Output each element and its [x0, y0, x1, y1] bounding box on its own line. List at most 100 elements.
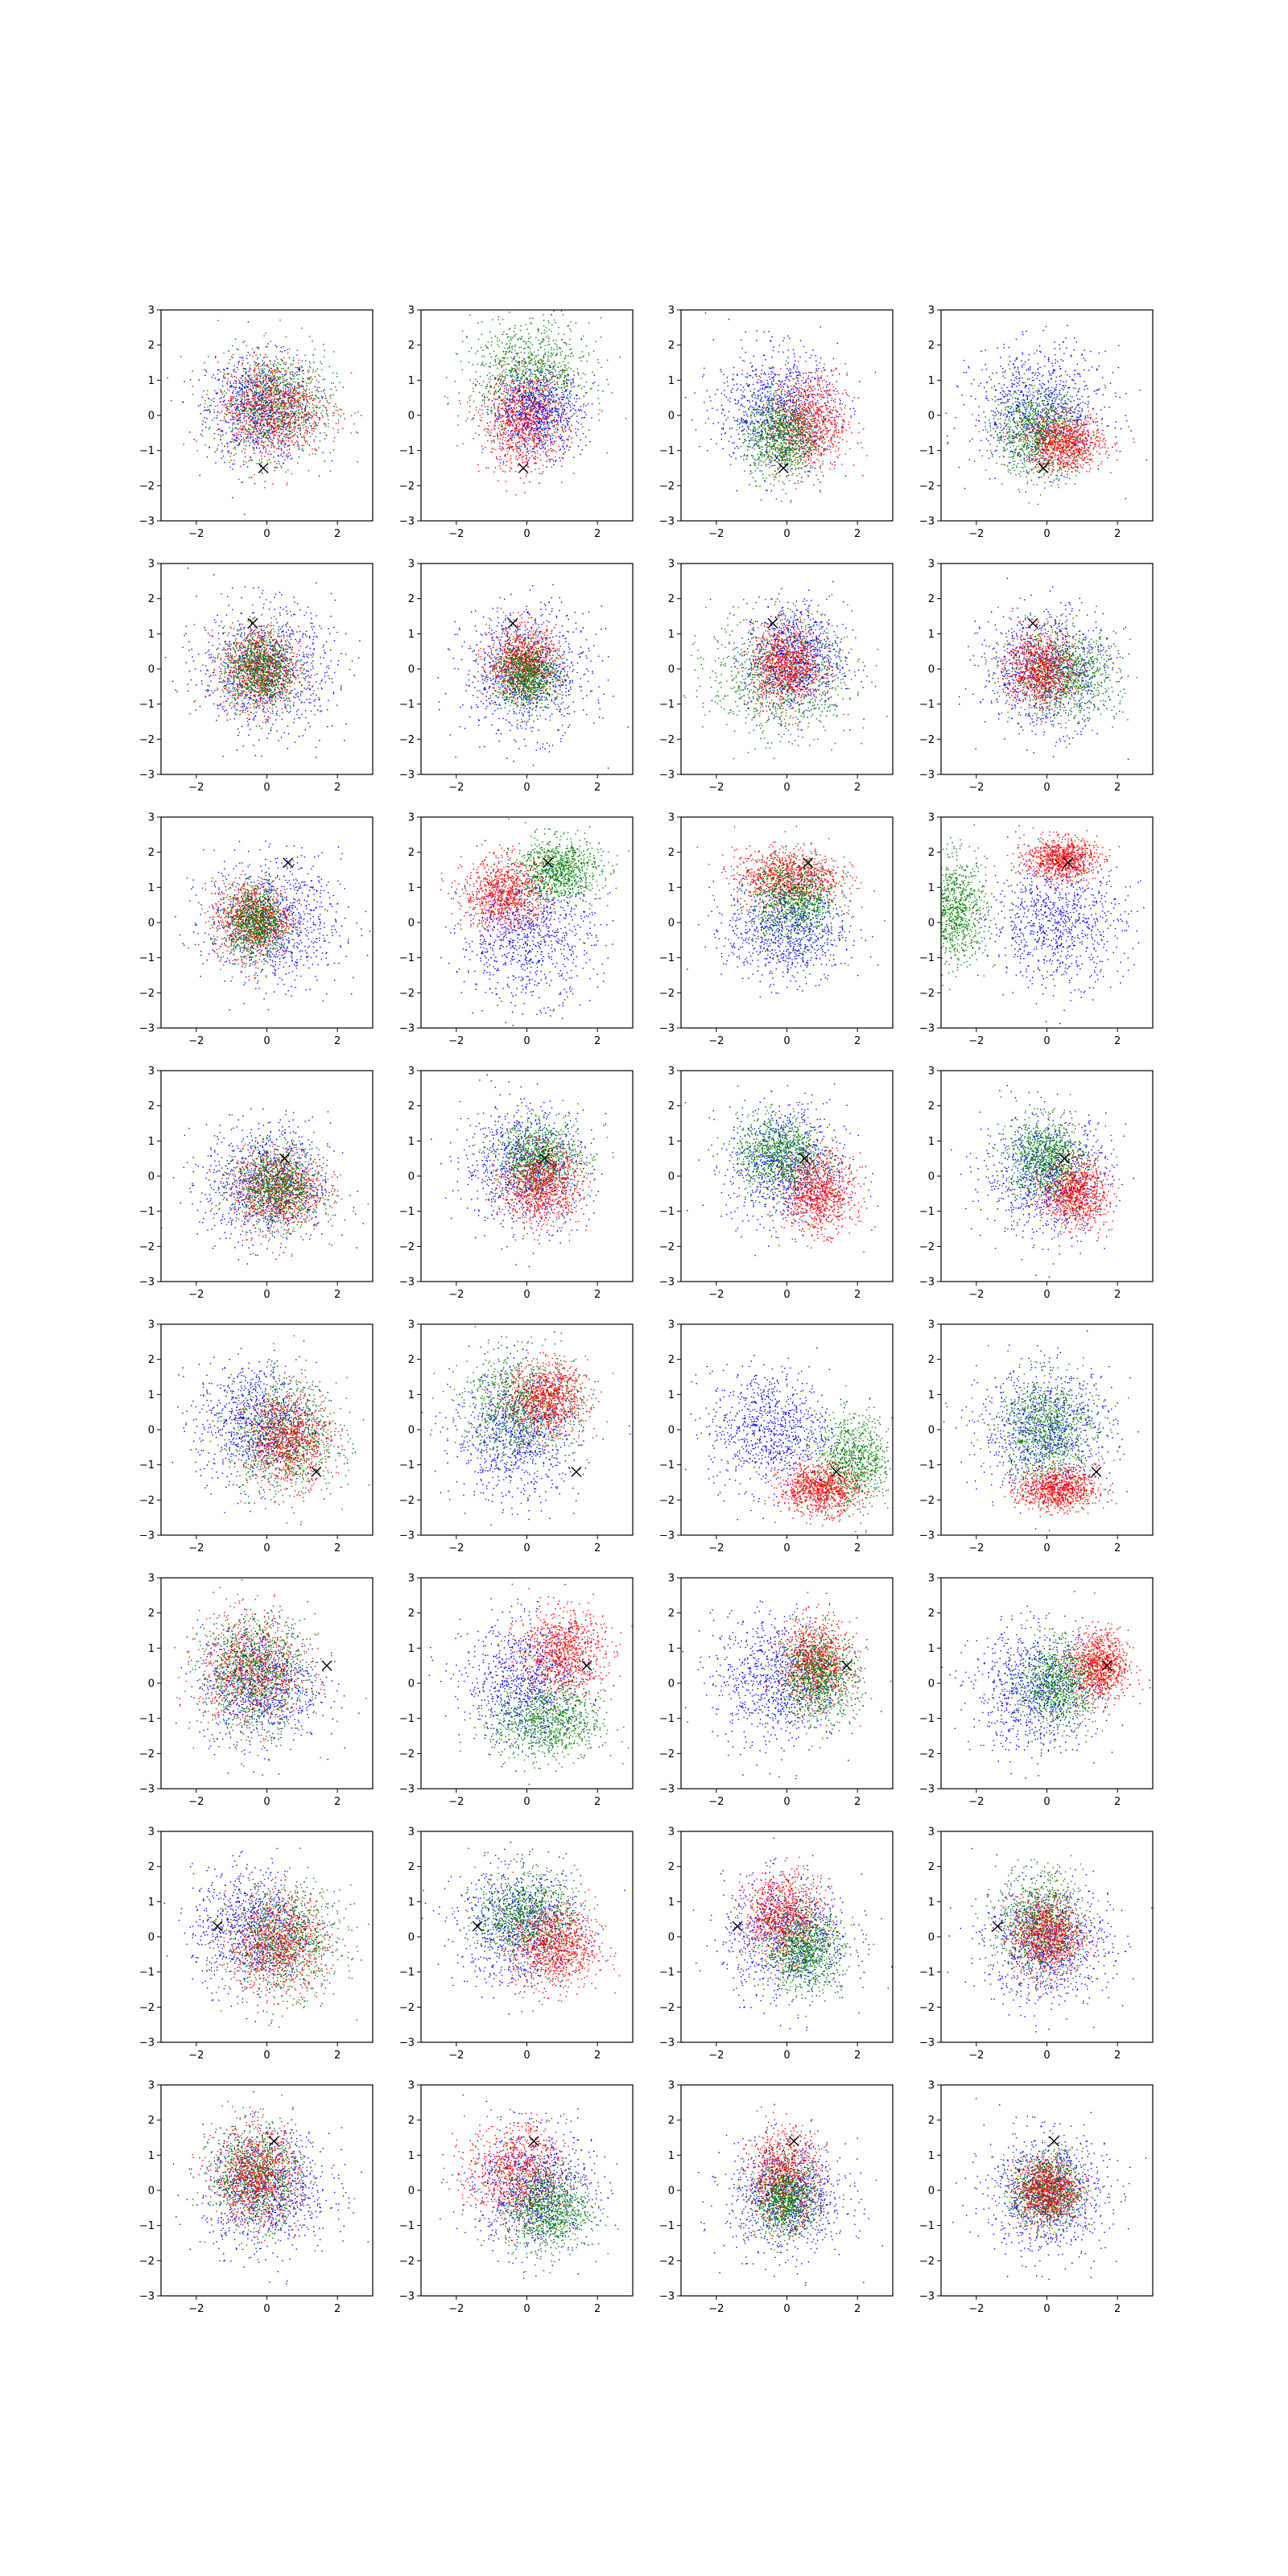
point-green: [253, 405, 254, 406]
point-green: [281, 407, 282, 408]
point-green: [525, 348, 526, 349]
point-red: [239, 420, 240, 421]
point-blue: [292, 408, 293, 409]
point-green: [527, 392, 528, 393]
point-blue: [563, 414, 564, 415]
point-green: [535, 375, 536, 376]
point-green: [549, 329, 550, 330]
point-red: [267, 423, 268, 424]
point-green: [227, 389, 228, 390]
point-red: [560, 402, 561, 403]
point-green: [583, 406, 584, 407]
point-red: [526, 417, 527, 418]
point-green: [529, 369, 530, 370]
point-red: [276, 463, 277, 464]
point-green: [278, 398, 279, 399]
point-blue: [262, 381, 263, 382]
point-blue: [535, 410, 536, 411]
point-green: [232, 345, 233, 346]
point-green: [541, 362, 542, 363]
point-green: [293, 390, 294, 391]
point-red: [557, 378, 558, 379]
point-blue: [545, 396, 546, 397]
point-blue: [225, 404, 226, 405]
point-blue: [256, 394, 257, 395]
point-green: [237, 423, 238, 424]
point-red: [268, 407, 269, 408]
point-blue: [535, 404, 536, 405]
point-red: [513, 426, 514, 427]
point-blue: [478, 425, 479, 426]
point-blue: [570, 397, 571, 398]
point-red: [539, 473, 540, 474]
point-green: [506, 352, 507, 353]
point-blue: [549, 411, 550, 412]
point-red: [299, 386, 300, 387]
point-blue: [520, 435, 521, 436]
point-blue: [261, 420, 262, 421]
point-green: [280, 359, 281, 360]
point-blue: [291, 418, 292, 419]
point-green: [281, 465, 282, 466]
point-red: [245, 434, 246, 435]
point-green: [235, 339, 236, 340]
point-green: [542, 370, 543, 371]
point-red: [301, 436, 302, 437]
point-blue: [232, 424, 233, 425]
point-blue: [244, 387, 245, 388]
point-blue: [522, 413, 523, 414]
point-red: [527, 426, 528, 427]
point-red: [519, 401, 520, 402]
point-green: [476, 410, 477, 411]
point-green: [570, 356, 571, 357]
point-green: [265, 433, 266, 434]
x-tick-label: 2: [334, 528, 341, 540]
point-red: [284, 434, 285, 435]
point-red: [244, 429, 245, 430]
point-red: [244, 427, 245, 428]
point-blue: [289, 449, 290, 450]
point-green: [485, 435, 486, 436]
point-green: [517, 372, 518, 373]
point-green: [279, 431, 280, 432]
point-green: [507, 385, 508, 386]
point-blue: [531, 424, 532, 425]
point-red: [505, 471, 506, 472]
point-red: [301, 411, 302, 412]
point-blue: [249, 431, 250, 432]
point-green: [542, 364, 543, 365]
point-green: [508, 389, 509, 390]
point-green: [581, 388, 582, 389]
point-red: [525, 373, 526, 374]
point-green: [467, 418, 468, 419]
point-red: [279, 395, 280, 396]
point-green: [337, 431, 338, 432]
point-green: [241, 389, 242, 390]
point-green: [544, 330, 545, 331]
point-blue: [214, 433, 215, 434]
point-green: [455, 381, 456, 382]
point-red: [258, 363, 259, 364]
point-red: [270, 418, 271, 419]
point-red: [287, 401, 288, 402]
point-green: [203, 390, 204, 391]
point-blue: [567, 397, 568, 398]
point-blue: [580, 406, 581, 407]
point-green: [281, 467, 282, 468]
point-red: [488, 432, 489, 433]
point-red: [284, 395, 285, 396]
point-green: [535, 337, 536, 338]
point-green: [280, 382, 281, 383]
point-blue: [528, 440, 529, 441]
point-blue: [551, 459, 552, 460]
point-blue: [200, 434, 201, 435]
point-red: [501, 448, 502, 449]
point-green: [283, 363, 284, 364]
point-red: [208, 398, 209, 399]
point-red: [521, 407, 522, 408]
point-blue: [568, 380, 569, 381]
point-blue: [527, 451, 528, 452]
point-red: [242, 407, 243, 408]
point-blue: [499, 403, 500, 404]
point-green: [287, 399, 288, 400]
